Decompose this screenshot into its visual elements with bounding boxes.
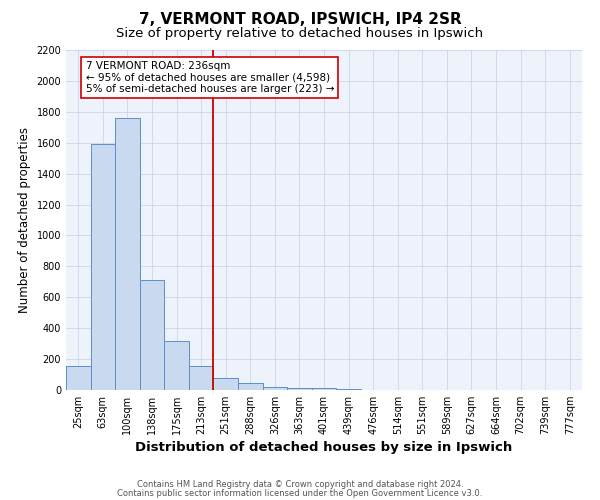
Bar — [91, 144, 115, 390]
Bar — [140, 280, 164, 390]
Bar — [164, 342, 189, 390]
Bar — [238, 382, 263, 390]
Text: Size of property relative to detached houses in Ipswich: Size of property relative to detached ho… — [116, 28, 484, 40]
Text: 7, VERMONT ROAD, IPSWICH, IP4 2SR: 7, VERMONT ROAD, IPSWICH, IP4 2SR — [139, 12, 461, 28]
Bar — [66, 366, 91, 390]
Bar — [263, 387, 287, 390]
Bar — [214, 378, 238, 390]
Bar — [336, 389, 361, 390]
Bar — [189, 366, 214, 390]
Bar — [115, 118, 140, 390]
X-axis label: Distribution of detached houses by size in Ipswich: Distribution of detached houses by size … — [136, 442, 512, 454]
Text: Contains public sector information licensed under the Open Government Licence v3: Contains public sector information licen… — [118, 488, 482, 498]
Text: 7 VERMONT ROAD: 236sqm
← 95% of detached houses are smaller (4,598)
5% of semi-d: 7 VERMONT ROAD: 236sqm ← 95% of detached… — [86, 61, 334, 94]
Text: Contains HM Land Registry data © Crown copyright and database right 2024.: Contains HM Land Registry data © Crown c… — [137, 480, 463, 489]
Y-axis label: Number of detached properties: Number of detached properties — [18, 127, 31, 313]
Bar — [312, 388, 336, 390]
Bar — [287, 388, 312, 390]
